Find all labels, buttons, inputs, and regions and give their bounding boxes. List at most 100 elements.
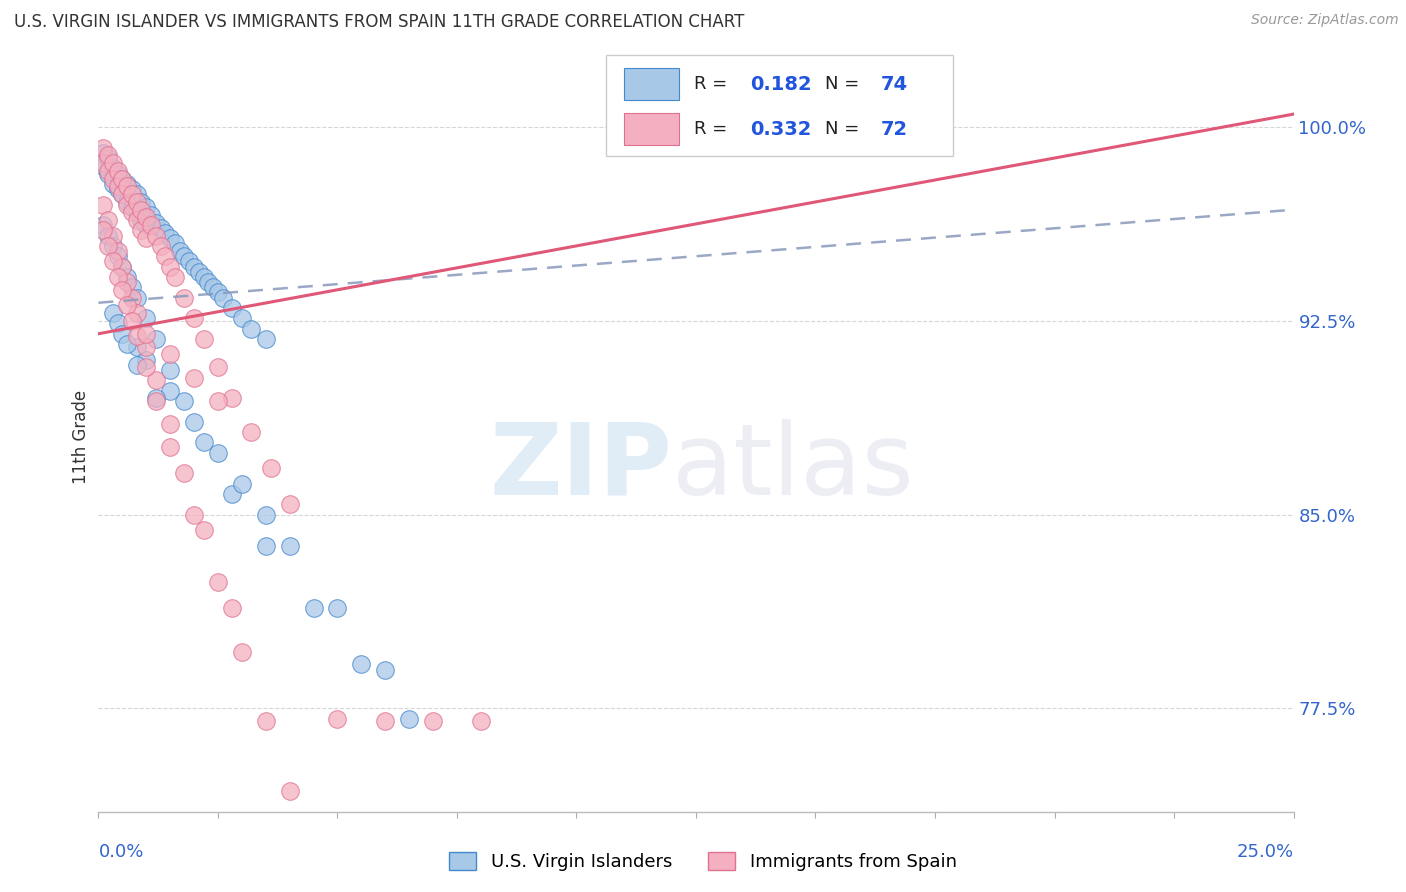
Point: [145, 392, 167, 406]
Point: [221, 392, 243, 406]
Point: [107, 167, 129, 181]
Point: [254, 508, 277, 522]
Point: [159, 441, 181, 455]
Point: [125, 194, 148, 209]
Point: [254, 714, 277, 729]
Text: N =: N =: [825, 120, 865, 138]
Text: 0.0%: 0.0%: [98, 843, 143, 861]
Text: 74: 74: [882, 75, 908, 94]
Point: [278, 497, 301, 511]
Point: [173, 249, 195, 263]
Point: [125, 213, 148, 227]
Point: [131, 202, 153, 217]
Point: [111, 187, 134, 202]
Point: [221, 301, 243, 315]
Point: [183, 415, 205, 429]
Point: [121, 205, 143, 219]
Point: [135, 211, 157, 225]
Point: [101, 161, 124, 176]
Point: [115, 298, 138, 312]
Point: [135, 352, 157, 367]
Text: atlas: atlas: [672, 418, 914, 516]
Point: [179, 254, 201, 268]
Point: [159, 347, 181, 361]
Point: [107, 249, 129, 263]
Point: [159, 384, 181, 398]
Point: [107, 182, 129, 196]
Point: [135, 231, 157, 245]
Point: [326, 712, 349, 726]
Text: Source: ZipAtlas.com: Source: ZipAtlas.com: [1251, 13, 1399, 28]
Point: [125, 358, 148, 372]
Point: [135, 360, 157, 375]
Point: [183, 370, 205, 384]
Point: [135, 326, 157, 341]
Text: 72: 72: [882, 120, 908, 138]
Point: [91, 141, 114, 155]
Point: [374, 663, 396, 677]
Point: [115, 269, 138, 284]
Point: [159, 231, 181, 245]
Point: [107, 244, 129, 258]
Point: [211, 291, 233, 305]
Point: [139, 208, 162, 222]
Point: [193, 269, 215, 284]
Point: [91, 223, 114, 237]
Point: [115, 177, 138, 191]
Point: [197, 275, 219, 289]
Point: [139, 218, 162, 232]
Text: R =: R =: [693, 120, 733, 138]
Point: [183, 508, 205, 522]
Point: [169, 244, 191, 258]
Point: [231, 311, 253, 326]
Point: [121, 187, 143, 202]
Point: [101, 239, 124, 253]
Legend: U.S. Virgin Islanders, Immigrants from Spain: U.S. Virgin Islanders, Immigrants from S…: [441, 845, 965, 879]
Point: [278, 784, 301, 798]
Point: [193, 523, 215, 537]
Point: [163, 236, 186, 251]
Point: [240, 321, 263, 335]
Text: 25.0%: 25.0%: [1236, 843, 1294, 861]
Point: [173, 393, 195, 408]
Point: [149, 220, 172, 235]
Point: [125, 329, 148, 343]
Point: [350, 657, 373, 672]
Point: [187, 265, 209, 279]
Point: [115, 275, 138, 289]
Point: [193, 435, 215, 450]
Point: [111, 260, 134, 274]
FancyBboxPatch shape: [624, 113, 679, 145]
Point: [97, 239, 120, 253]
Point: [97, 151, 120, 165]
Point: [254, 539, 277, 553]
Point: [91, 156, 114, 170]
Text: U.S. VIRGIN ISLANDER VS IMMIGRANTS FROM SPAIN 11TH GRADE CORRELATION CHART: U.S. VIRGIN ISLANDER VS IMMIGRANTS FROM …: [14, 13, 744, 31]
Point: [159, 363, 181, 377]
Point: [115, 337, 138, 351]
Point: [97, 164, 120, 178]
Point: [131, 223, 153, 237]
Point: [193, 332, 215, 346]
Point: [115, 194, 138, 209]
Point: [131, 213, 153, 227]
Point: [135, 340, 157, 354]
Point: [173, 467, 195, 481]
Point: [91, 145, 114, 160]
Point: [145, 393, 167, 408]
Point: [131, 194, 153, 209]
Point: [111, 171, 134, 186]
Point: [91, 159, 114, 173]
Point: [155, 226, 177, 240]
Point: [115, 179, 138, 194]
Point: [302, 600, 325, 615]
Point: [101, 306, 124, 320]
Point: [97, 148, 120, 162]
Point: [145, 228, 167, 243]
Point: [278, 539, 301, 553]
Point: [231, 476, 253, 491]
Point: [107, 179, 129, 194]
Point: [145, 373, 167, 387]
Point: [374, 714, 396, 729]
Point: [207, 285, 229, 300]
